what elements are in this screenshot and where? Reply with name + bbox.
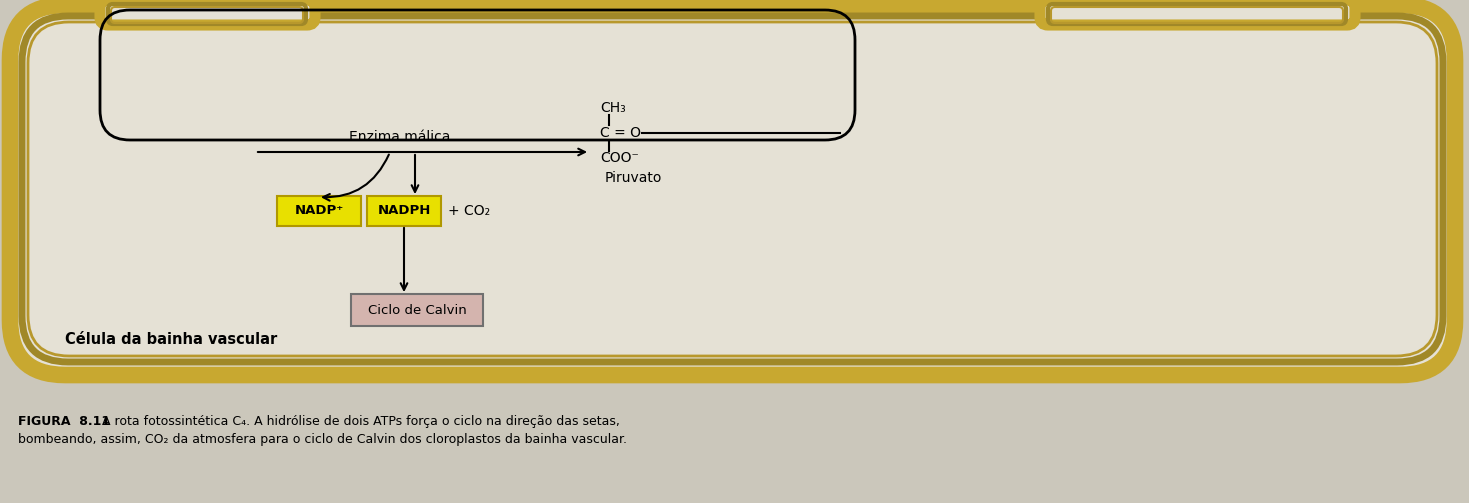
Text: COO⁻: COO⁻ [599, 151, 639, 165]
FancyBboxPatch shape [1040, 0, 1354, 25]
Text: bombeando, assim, CO₂ da atmosfera para o ciclo de Calvin dos cloroplastos da ba: bombeando, assim, CO₂ da atmosfera para … [18, 433, 627, 446]
Text: Célula da bainha vascular: Célula da bainha vascular [65, 332, 278, 348]
Text: Enzima málica: Enzima málica [350, 130, 451, 144]
Text: FIGURA  8.11: FIGURA 8.11 [18, 415, 110, 428]
Text: Piruvato: Piruvato [605, 171, 663, 185]
Text: NADP⁺: NADP⁺ [294, 205, 344, 217]
Text: NADPH: NADPH [378, 205, 430, 217]
FancyBboxPatch shape [351, 294, 483, 326]
Text: C = O: C = O [599, 126, 640, 140]
FancyBboxPatch shape [278, 196, 361, 226]
FancyBboxPatch shape [367, 196, 441, 226]
FancyBboxPatch shape [100, 0, 314, 25]
Text: + CO₂: + CO₂ [448, 204, 491, 218]
Text: CH₃: CH₃ [599, 101, 626, 115]
FancyBboxPatch shape [10, 5, 1454, 375]
Text: A rota fotossintética C₄. A hidrólise de dois ATPs força o ciclo na direção das : A rota fotossintética C₄. A hidrólise de… [90, 415, 620, 428]
Text: Ciclo de Calvin: Ciclo de Calvin [367, 303, 466, 316]
